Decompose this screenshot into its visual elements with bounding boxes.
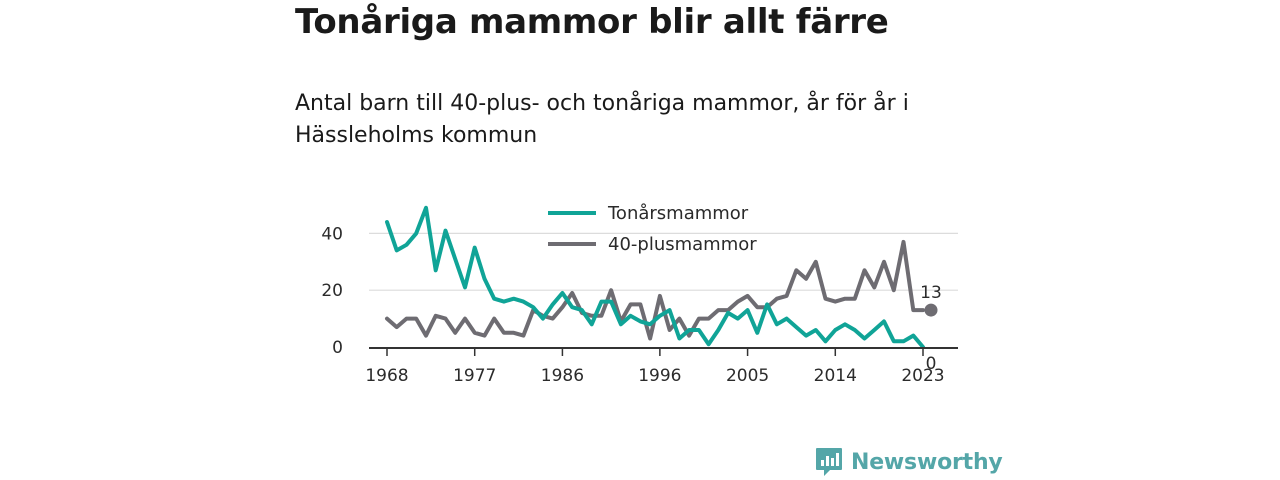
end-labels: 13 0 [920,283,942,374]
series-line-tonarsmammor [385,205,925,349]
x-tick-label: 1986 [541,366,584,386]
y-tick-label: 0 [332,338,343,358]
brand-name: Newsworthy [851,449,1003,475]
end-marker-40-plusmammor [924,303,938,317]
x-tick-label: 1996 [638,366,681,386]
bar-chart-icon [816,448,842,476]
x-tick-label: 2005 [726,366,769,386]
x-tick-label: 1968 [365,366,408,386]
chart-title: Tonåriga mammor blir allt färre [295,2,889,42]
legend: Tonårsmammor 40-plusmammor [548,203,757,255]
x-tick-label: 2014 [814,366,857,386]
legend-label: Tonårsmammor [607,203,749,224]
grid-lines [369,232,958,291]
legend-label: 40-plusmammor [608,234,757,255]
newsworthy-logo: Newsworthy [815,447,1003,477]
y-tick-label: 40 [321,224,343,244]
axes: 0 20 40 1968 1977 1986 1996 2005 2014 2023 [321,224,958,386]
end-label-tonarsmammor: 0 [926,354,937,374]
y-tick-label: 20 [321,281,343,301]
series-layer [385,205,925,349]
x-tick-label: 2023 [901,366,944,386]
series-line-40-plusmammor [385,239,925,341]
end-label-40-plusmammor: 13 [920,283,942,303]
chart-subtitle: Antal barn till 40-plus- och tonåriga ma… [295,91,909,148]
x-tick-label: 1977 [453,366,496,386]
